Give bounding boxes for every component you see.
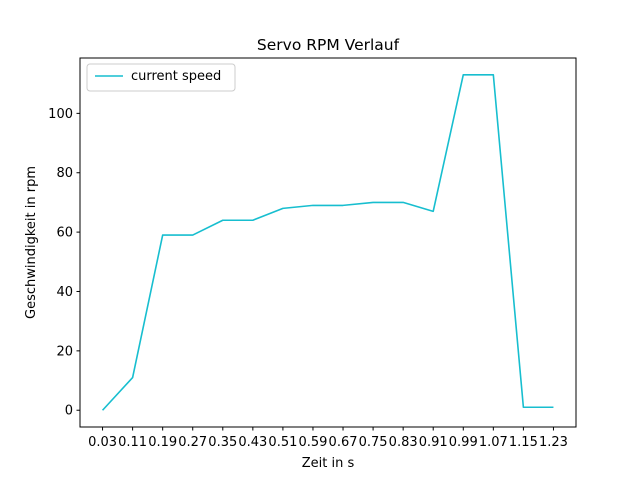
y-tick-label: 80 — [56, 166, 73, 181]
x-tick-label: 0.75 — [359, 435, 388, 450]
y-tick-label: 20 — [56, 344, 73, 359]
x-tick-label: 0.99 — [449, 435, 478, 450]
x-axis: 0.03 0.11 0.19 0.27 0.35 0.43 0.51 0.59 0.67 0.75… — [88, 427, 568, 450]
y-tick-label: 0 — [65, 404, 73, 419]
x-tick-label: 0.91 — [419, 435, 448, 450]
x-tick-label: 0.27 — [178, 435, 207, 450]
y-axis-label: Geschwindigkeit in rpm — [24, 166, 39, 319]
x-tick-label: 1.15 — [509, 435, 538, 450]
x-tick-label: 0.35 — [208, 435, 237, 450]
y-tick-label: 40 — [56, 285, 73, 300]
x-tick-label: 0.83 — [389, 435, 418, 450]
y-axis: 0 20 40 60 80 100 — [48, 107, 80, 419]
legend: current speed — [86, 63, 236, 92]
legend-label: current speed — [131, 69, 221, 84]
x-tick-label: 1.07 — [479, 435, 508, 450]
x-tick-label: 0.03 — [88, 435, 117, 450]
x-tick-label: 0.67 — [329, 435, 358, 450]
x-tick-label: 1.23 — [539, 435, 568, 450]
legend-box — [86, 63, 236, 92]
series-line — [101, 73, 554, 411]
x-axis-label: Zeit in s — [302, 456, 355, 471]
x-tick-label: 0.11 — [118, 435, 147, 450]
x-tick-label: 0.19 — [148, 435, 177, 450]
series-layer — [101, 73, 554, 411]
x-tick-label: 0.51 — [268, 435, 297, 450]
plot-frame — [79, 57, 577, 428]
x-tick-label: 0.59 — [298, 435, 327, 450]
y-tick-label: 100 — [48, 107, 73, 122]
y-tick-label: 60 — [56, 226, 73, 241]
chart-title: Servo RPM Verlauf — [257, 36, 400, 54]
x-tick-label: 0.43 — [238, 435, 267, 450]
